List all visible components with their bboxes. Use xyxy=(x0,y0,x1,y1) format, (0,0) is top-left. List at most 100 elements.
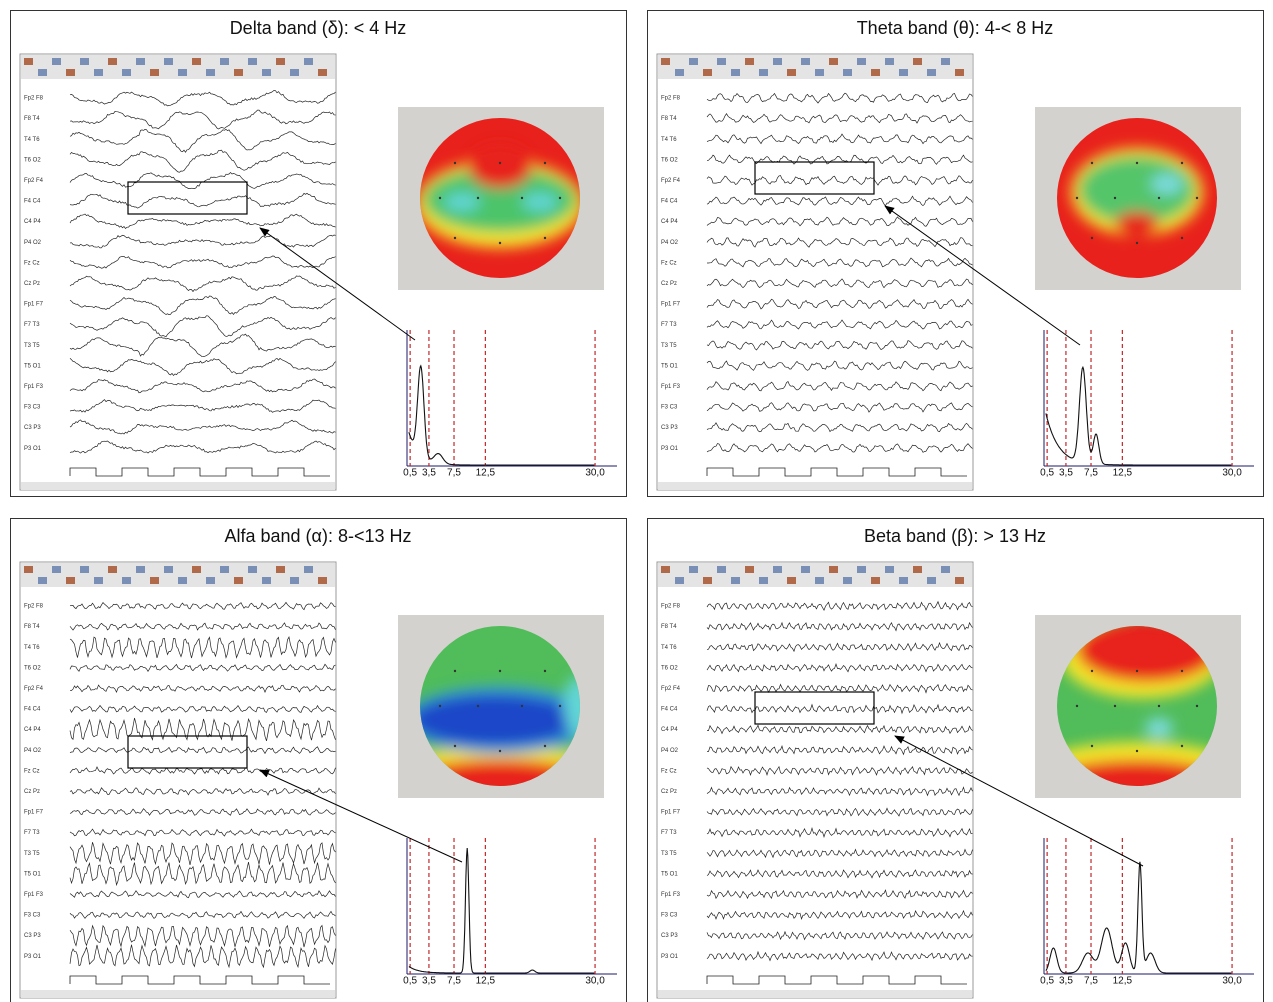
channel-label: Fp1 F7 xyxy=(24,302,44,308)
topomap-region xyxy=(1151,174,1183,194)
spectrum-tick-label: 12,5 xyxy=(476,468,496,479)
spectrum-tick-label: 7,5 xyxy=(447,976,461,987)
channel-label: Fp2 F8 xyxy=(24,604,44,610)
channel-label: F8 T4 xyxy=(661,116,677,122)
channel-label: F3 C3 xyxy=(661,913,678,919)
channel-label: Fp2 F8 xyxy=(661,96,681,102)
topomap-region xyxy=(522,193,558,211)
channel-label: Cz Pz xyxy=(661,281,677,287)
toolbar-icon xyxy=(304,58,313,65)
channel-label: Fp2 F8 xyxy=(661,604,681,610)
toolbar-icon xyxy=(178,69,187,76)
channel-label: C3 P3 xyxy=(24,425,41,431)
toolbar-icon xyxy=(248,58,257,65)
toolbar-icon xyxy=(192,58,201,65)
spectrum-tick-label: 0,5 xyxy=(1040,976,1054,987)
toolbar-icon xyxy=(787,69,796,76)
panel-title: Delta band (δ): < 4 Hz xyxy=(230,18,407,38)
toolbar-icon xyxy=(164,58,173,65)
spectrum-tick-label: 12,5 xyxy=(1113,468,1133,479)
status-bar xyxy=(21,990,335,998)
toolbar-icon xyxy=(885,58,894,65)
electrode xyxy=(454,237,456,239)
toolbar-icon xyxy=(108,566,117,573)
electrode xyxy=(544,162,546,164)
panel-title: Beta band (β): > 13 Hz xyxy=(864,526,1046,546)
channel-label: F4 C4 xyxy=(661,199,678,205)
electrode xyxy=(1181,745,1183,747)
channel-label: T5 O1 xyxy=(661,363,678,369)
toolbar-icon xyxy=(150,577,159,584)
toolbar-icon xyxy=(857,566,866,573)
panel: Theta band (θ): 4-< 8 HzFp2 F8F8 T4T4 T6… xyxy=(648,11,1264,497)
toolbar-icon xyxy=(899,577,908,584)
channel-label: T3 T5 xyxy=(24,851,40,857)
channel-label: F7 T3 xyxy=(661,322,677,328)
toolbar-icon xyxy=(829,566,838,573)
channel-label: F3 C3 xyxy=(24,913,41,919)
electrode xyxy=(1136,750,1138,752)
toolbar-icon xyxy=(703,69,712,76)
toolbar-icon xyxy=(829,58,838,65)
channel-label: F7 T3 xyxy=(661,830,677,836)
electrode xyxy=(1091,162,1093,164)
toolbar-icon xyxy=(262,69,271,76)
channel-label: T6 O2 xyxy=(24,157,41,163)
toolbar-icon xyxy=(689,566,698,573)
spectrum-tick-label: 7,5 xyxy=(1084,468,1098,479)
electrode xyxy=(477,705,479,707)
channel-label: T6 O2 xyxy=(24,665,41,671)
channel-label: T5 O1 xyxy=(661,871,678,877)
electrode xyxy=(454,745,456,747)
spectrum-tick-label: 0,5 xyxy=(1040,468,1054,479)
toolbar-icon xyxy=(108,58,117,65)
channel-label: Fp1 F3 xyxy=(661,384,681,390)
toolbar-icon xyxy=(52,566,61,573)
panel: Delta band (δ): < 4 HzFp2 F8F8 T4T4 T6T6… xyxy=(11,11,627,497)
electrode xyxy=(544,670,546,672)
electrode xyxy=(544,237,546,239)
electrode xyxy=(1136,242,1138,244)
toolbar-icon xyxy=(773,58,782,65)
panel: Alfa band (α): 8-<13 HzFp2 F8F8 T4T4 T6T… xyxy=(11,519,627,1002)
channel-label: Cz Pz xyxy=(24,281,40,287)
toolbar-icon xyxy=(318,577,327,584)
channel-label: Fp1 F3 xyxy=(24,892,44,898)
spectrum-tick-label: 7,5 xyxy=(447,468,461,479)
channel-label: T3 T5 xyxy=(661,343,677,349)
toolbar-icon xyxy=(164,566,173,573)
toolbar-icon xyxy=(927,577,936,584)
toolbar-icon xyxy=(206,577,215,584)
toolbar-icon xyxy=(248,566,257,573)
toolbar-icon xyxy=(178,577,187,584)
toolbar-icon xyxy=(899,69,908,76)
channel-label: C4 P4 xyxy=(24,727,41,733)
channel-label: P3 O1 xyxy=(661,446,679,452)
channel-label: Fp2 F4 xyxy=(661,686,681,692)
toolbar-icon xyxy=(24,58,33,65)
toolbar-icon xyxy=(717,58,726,65)
toolbar-icon xyxy=(66,577,75,584)
toolbar-icon xyxy=(941,58,950,65)
channel-label: Fz Cz xyxy=(24,768,40,774)
toolbar-icon xyxy=(661,58,670,65)
spectrum-tick-label: 0,5 xyxy=(403,468,417,479)
spectrum-tick-label: 12,5 xyxy=(476,976,496,987)
toolbar-icon xyxy=(234,69,243,76)
electrode xyxy=(499,750,501,752)
channel-label: C4 P4 xyxy=(24,219,41,225)
toolbar-icon xyxy=(885,566,894,573)
channel-label: T4 T6 xyxy=(24,645,40,651)
toolbar-icon xyxy=(927,69,936,76)
electrode xyxy=(439,705,441,707)
channel-label: F4 C4 xyxy=(24,707,41,713)
spectrum-tick-label: 3,5 xyxy=(422,976,436,987)
channel-label: Cz Pz xyxy=(24,789,40,795)
electrode xyxy=(521,705,523,707)
toolbar-icon xyxy=(290,69,299,76)
electrode xyxy=(477,197,479,199)
channel-label: F8 T4 xyxy=(661,624,677,630)
channel-label: T4 T6 xyxy=(661,137,677,143)
toolbar-icon xyxy=(731,69,740,76)
channel-label: T6 O2 xyxy=(661,665,678,671)
